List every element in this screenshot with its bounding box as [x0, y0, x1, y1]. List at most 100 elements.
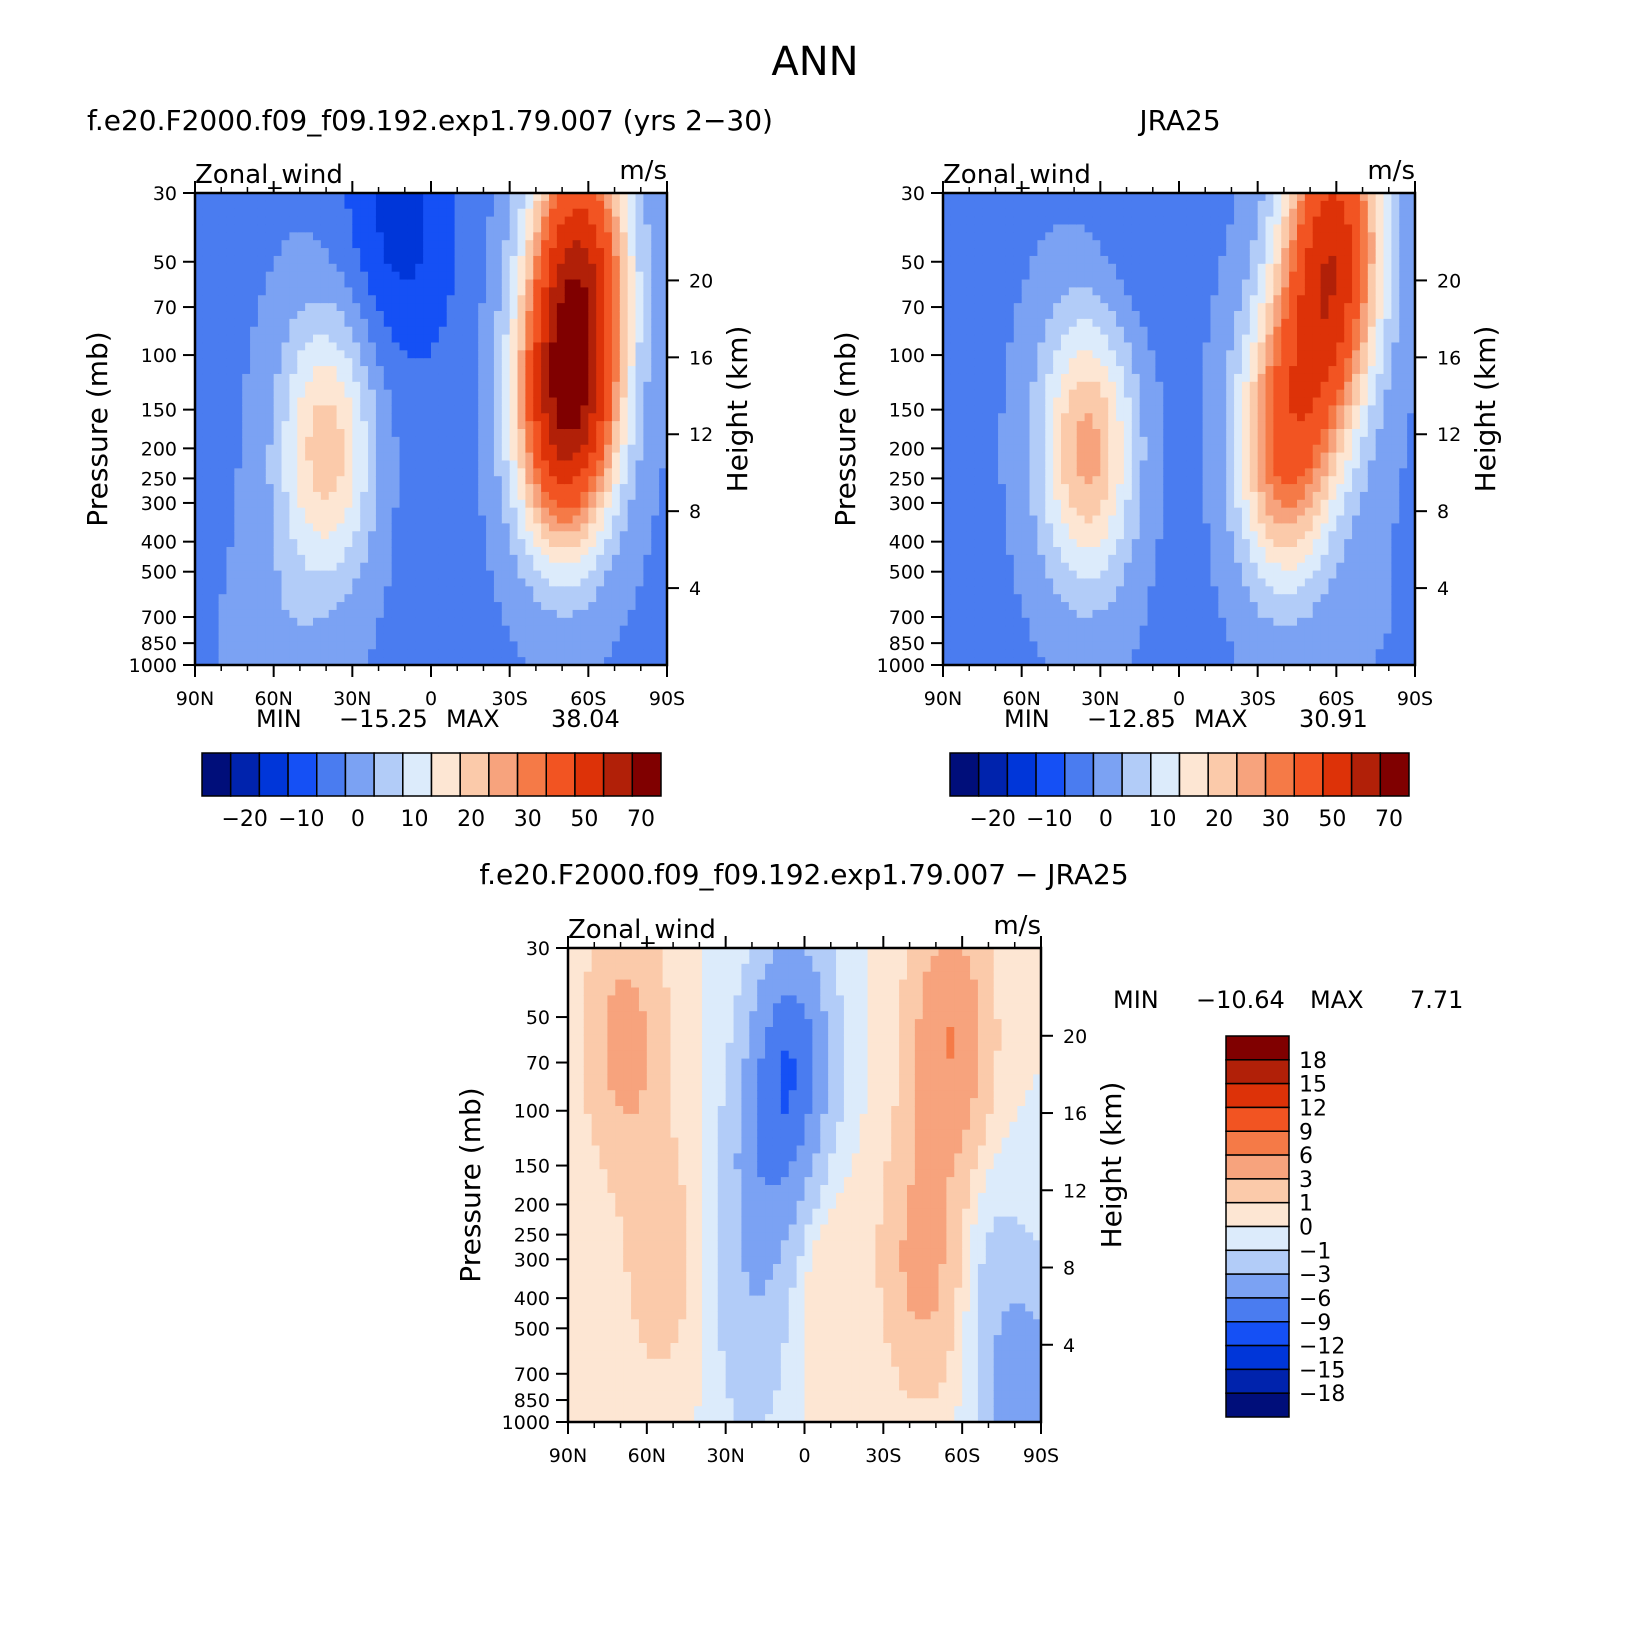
field-cell [1100, 468, 1109, 477]
field-cell [257, 232, 267, 241]
field-cell [368, 547, 377, 556]
field-cell [1092, 594, 1101, 603]
field-cell [604, 279, 613, 288]
field-cell [265, 311, 275, 320]
field-cell [423, 263, 432, 273]
field-cell [360, 405, 369, 414]
field-cell [541, 523, 550, 532]
field-cell [415, 586, 424, 595]
field-cell [399, 255, 408, 265]
field-cell [533, 460, 542, 469]
field-cell [580, 193, 589, 202]
field-cell [982, 311, 991, 320]
field-cell [1061, 287, 1070, 296]
field-cell [438, 287, 448, 296]
field-cell [943, 491, 952, 501]
field-cell [423, 232, 432, 241]
field-cell [1076, 303, 1086, 312]
field-cell [509, 389, 519, 399]
field-cell [454, 476, 464, 485]
field-cell [320, 484, 330, 493]
field-cell [344, 193, 353, 202]
field-cell [958, 224, 968, 233]
field-cell [438, 484, 448, 493]
field-cell [943, 224, 952, 233]
field-cell [446, 523, 456, 532]
field-cell [1100, 570, 1109, 580]
field-cell [619, 248, 629, 257]
field-cell [297, 279, 306, 288]
field-cell [643, 326, 652, 336]
field-cell [588, 389, 597, 399]
field-cell [1092, 633, 1101, 642]
field-cell [1005, 240, 1015, 249]
field-cell [982, 389, 991, 399]
field-cell [202, 248, 212, 257]
field-cell [998, 484, 1007, 493]
field-cell [407, 562, 416, 572]
field-cell [635, 523, 644, 532]
field-cell [943, 216, 952, 226]
field-cell [344, 311, 353, 320]
field-cell [588, 311, 597, 320]
field-cell [604, 609, 613, 619]
field-cell [950, 649, 960, 658]
field-cell [446, 625, 456, 635]
field-cell [226, 641, 235, 650]
field-cell [1068, 350, 1078, 359]
field-cell [383, 570, 393, 580]
field-cell [415, 570, 424, 580]
field-cell [588, 334, 597, 344]
field-cell [517, 523, 526, 532]
field-cell [1084, 554, 1094, 564]
field-cell [486, 366, 495, 375]
field-cell [250, 216, 259, 226]
field-cell [1068, 373, 1078, 383]
field-cell [1021, 263, 1031, 273]
field-cell [1005, 641, 1015, 650]
field-cell [572, 224, 582, 233]
field-cell [273, 484, 283, 493]
field-cell [407, 625, 416, 635]
field-cell [486, 287, 495, 296]
field-cell [470, 240, 479, 249]
field-cell [431, 295, 440, 304]
field-cell [611, 413, 621, 422]
field-cell [313, 523, 322, 532]
field-cell [619, 311, 629, 320]
field-cell [391, 484, 401, 493]
field-cell [273, 476, 283, 485]
field-cell [289, 413, 298, 422]
field-cell [974, 531, 983, 540]
field-cell [1045, 413, 1054, 422]
field-cell [454, 484, 464, 493]
field-cell [604, 491, 613, 501]
field-cell [344, 216, 353, 226]
field-cell [336, 326, 346, 336]
field-cell [281, 602, 290, 611]
field-cell [415, 452, 424, 462]
field-cell [234, 334, 243, 344]
field-cell [486, 554, 495, 564]
field-cell [320, 295, 330, 304]
field-cell [438, 248, 448, 257]
field-cell [635, 405, 644, 414]
field-cell [305, 405, 314, 414]
field-cell [360, 507, 369, 517]
field-cell [202, 452, 212, 462]
field-cell [974, 633, 983, 642]
field-cell [328, 507, 338, 517]
field-cell [218, 429, 228, 438]
field-cell [202, 287, 212, 296]
field-cell [265, 287, 275, 296]
field-cell [462, 421, 471, 430]
field-cell [627, 326, 637, 336]
field-cell [328, 334, 338, 344]
field-cell [1061, 334, 1070, 344]
field-cell [1021, 373, 1031, 383]
field-cell [1013, 193, 1023, 202]
field-cell [360, 547, 369, 556]
field-cell [943, 389, 952, 399]
field-cell [265, 507, 275, 517]
field-cell [958, 617, 968, 627]
